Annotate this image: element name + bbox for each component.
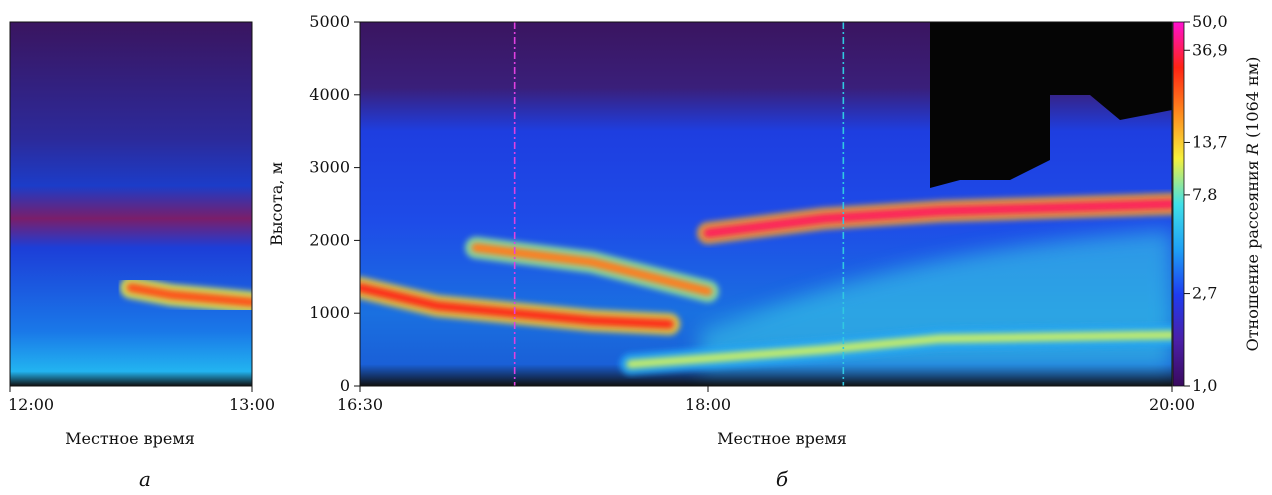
colorbar: 50,0 36,9 13,7 7,8 2,7 1,0 Отношение рассеяни… <box>1172 12 1262 395</box>
y-tick-label: 5000 <box>309 12 350 31</box>
panel-a-background <box>10 22 252 386</box>
panel-b-x-ticks: 16:30 18:00 20:00 <box>337 386 1195 414</box>
y-tick-label: 0 <box>340 376 350 395</box>
colorbar-tick-label: 1,0 <box>1192 376 1217 395</box>
colorbar-label-var: R <box>1243 143 1262 156</box>
colorbar-tick-label: 13,7 <box>1192 132 1228 151</box>
panel-a-xlabel: Местное время <box>65 429 195 448</box>
panel-b-layer-2 <box>703 199 1172 238</box>
colorbar-bar <box>1172 21 1185 387</box>
x-tick-label: 20:00 <box>1149 395 1195 414</box>
x-tick-label: 18:00 <box>685 395 731 414</box>
colorbar-label: Отношение рассеяния R (1064 нм) <box>1243 57 1262 352</box>
y-tick-label: 4000 <box>309 85 350 104</box>
panel-b-markers <box>513 22 845 386</box>
x-tick-label: 12:00 <box>8 395 54 414</box>
panel-a-letter: а <box>139 467 151 491</box>
panel-a-frame <box>9 21 253 387</box>
panel-a: 12:00 13:00 Местное время а <box>8 21 275 491</box>
panel-b-layer-3 <box>626 330 1172 369</box>
no-signal-region <box>930 22 1172 188</box>
y-tick-label: 3000 <box>309 158 350 177</box>
colorbar-tick-label: 7,8 <box>1192 185 1217 204</box>
panel-a-layers <box>120 276 252 314</box>
x-tick-label: 13:00 <box>229 395 275 414</box>
x-tick-label: 16:30 <box>337 395 383 414</box>
panel-b-frame <box>359 21 1173 387</box>
colorbar-label-suffix: (1064 нм) <box>1243 57 1262 143</box>
panel-b-ylabel: Высота, м <box>267 162 286 246</box>
panel-a-layer-0 <box>126 283 252 307</box>
panel-b-y-ticks: 0 1000 2000 3000 4000 5000 <box>309 12 360 395</box>
panel-b: 0 1000 2000 3000 4000 5000 16:30 18:00 20:00 Вы… <box>267 12 1195 491</box>
panel-b-xlabel: Местное время <box>717 429 847 448</box>
panel-b-letter: б <box>776 467 789 491</box>
y-tick-label: 2000 <box>309 230 350 249</box>
y-tick-label: 1000 <box>309 303 350 322</box>
colorbar-ticks: 50,0 36,9 13,7 7,8 2,7 1,0 <box>1184 12 1228 395</box>
panel-a-x-ticks: 12:00 13:00 <box>8 386 275 414</box>
colorbar-label-prefix: Отношение рассеяния <box>1243 155 1262 351</box>
colorbar-tick-label: 50,0 <box>1192 12 1228 31</box>
colorbar-tick-label: 2,7 <box>1192 284 1217 303</box>
colorbar-tick-label: 36,9 <box>1192 40 1228 59</box>
